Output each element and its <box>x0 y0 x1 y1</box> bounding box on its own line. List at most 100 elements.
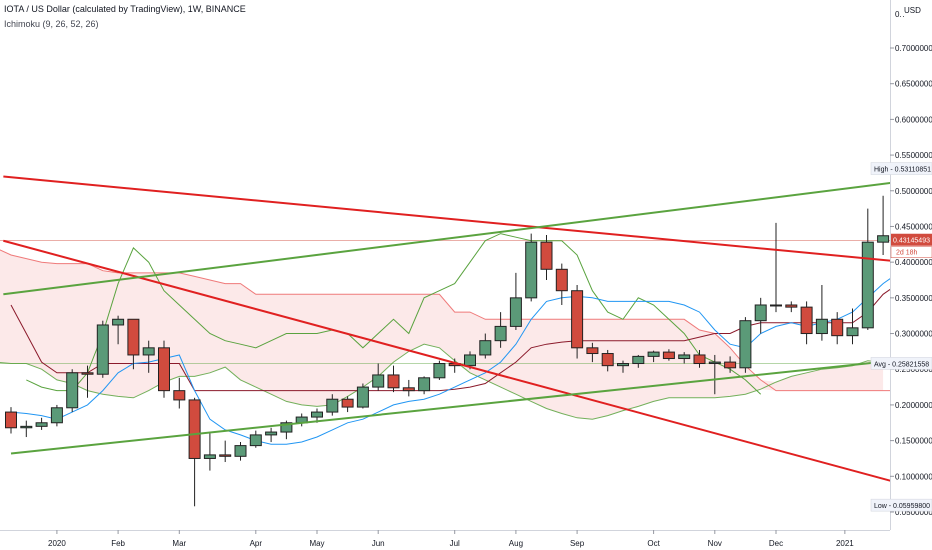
candle <box>326 394 339 416</box>
candle <box>479 333 492 359</box>
candle <box>662 349 675 361</box>
candle-body <box>724 361 737 369</box>
candle <box>877 195 890 256</box>
candle-body <box>5 411 17 429</box>
candle-body <box>372 374 385 388</box>
time-tick-label: Sep <box>570 539 585 548</box>
candle-body <box>708 361 721 365</box>
candle <box>66 369 79 413</box>
candle <box>739 317 752 373</box>
time-tick-label: May <box>309 539 324 548</box>
candle <box>112 315 125 345</box>
stat-label-text: Low - 0.05959800 <box>874 503 930 510</box>
candle-body <box>418 377 431 392</box>
time-tick-label: 2021 <box>836 539 854 548</box>
candle-body <box>464 354 476 367</box>
last-price-tag <box>891 233 932 246</box>
candle <box>540 235 553 280</box>
stat-label-text: High - 0.53110851 <box>874 167 931 174</box>
candle <box>571 284 584 359</box>
time-tick-label: Aug <box>509 539 523 548</box>
candle <box>127 318 140 370</box>
time-tick-label: Dec <box>769 539 783 548</box>
countdown-label: 2d 18h <box>896 250 918 257</box>
stat-label-box <box>870 498 932 512</box>
candle-body <box>402 387 415 392</box>
candle <box>20 420 33 438</box>
candle <box>831 312 844 345</box>
candle <box>724 356 737 373</box>
candle <box>846 308 859 345</box>
candle <box>770 222 782 313</box>
candle-body <box>249 434 262 447</box>
candle <box>265 427 278 443</box>
candle-body <box>770 304 782 307</box>
candle <box>815 284 828 341</box>
candle <box>693 349 706 368</box>
candle <box>387 365 400 393</box>
candle <box>341 396 354 413</box>
time-tick-label: Jun <box>372 539 385 548</box>
candle-body <box>525 241 538 299</box>
candle-body <box>494 325 507 342</box>
candle <box>555 263 568 305</box>
candle-body <box>219 454 232 457</box>
candle-body <box>203 454 216 459</box>
candle-body <box>846 327 859 337</box>
candle <box>173 377 186 409</box>
candle-body <box>800 306 813 335</box>
candle-body <box>280 422 293 433</box>
candle-body <box>158 347 170 392</box>
time-tick-label: Jul <box>450 539 460 548</box>
candle <box>5 407 17 434</box>
candle <box>647 350 660 363</box>
chart-title: IOTA / US Dollar (calculated by TradingV… <box>4 4 246 14</box>
candle-body <box>647 351 660 357</box>
candle-body <box>112 318 125 326</box>
candle-body <box>831 318 844 337</box>
candle <box>861 208 874 330</box>
candle <box>785 301 798 313</box>
candle-body <box>479 340 492 356</box>
candle-body <box>265 431 278 436</box>
candle <box>203 433 216 471</box>
candle-body <box>877 235 890 243</box>
candle <box>418 376 431 395</box>
candle-body <box>815 318 828 335</box>
candle-body <box>555 268 568 292</box>
candle <box>372 363 385 391</box>
price-tick-label: 0.7 <box>895 10 907 19</box>
currency-badge[interactable]: USD <box>902 5 923 16</box>
trend-line-3 <box>3 182 890 296</box>
leading-span-a-line <box>0 343 884 420</box>
leading-span-b-line <box>0 249 890 392</box>
candle <box>35 417 48 430</box>
candle-body <box>341 398 354 408</box>
candle <box>754 297 767 334</box>
candle-body <box>632 355 645 365</box>
candle-body <box>586 347 599 355</box>
candle <box>586 342 599 363</box>
candle-body <box>617 363 629 367</box>
candle-body <box>678 354 691 360</box>
candle <box>632 354 645 368</box>
candle-body <box>387 374 400 389</box>
candle-body <box>861 241 874 329</box>
candle-body <box>96 324 109 375</box>
lagging-span-line <box>26 233 762 395</box>
plot-area <box>0 175 890 507</box>
time-tick-label: Apr <box>250 539 263 548</box>
candle-body <box>35 422 48 427</box>
candle <box>356 383 369 409</box>
indicator-legend[interactable]: Ichimoku (9, 26, 52, 26) <box>4 19 99 29</box>
candle-body <box>601 353 614 367</box>
candle <box>158 340 170 398</box>
